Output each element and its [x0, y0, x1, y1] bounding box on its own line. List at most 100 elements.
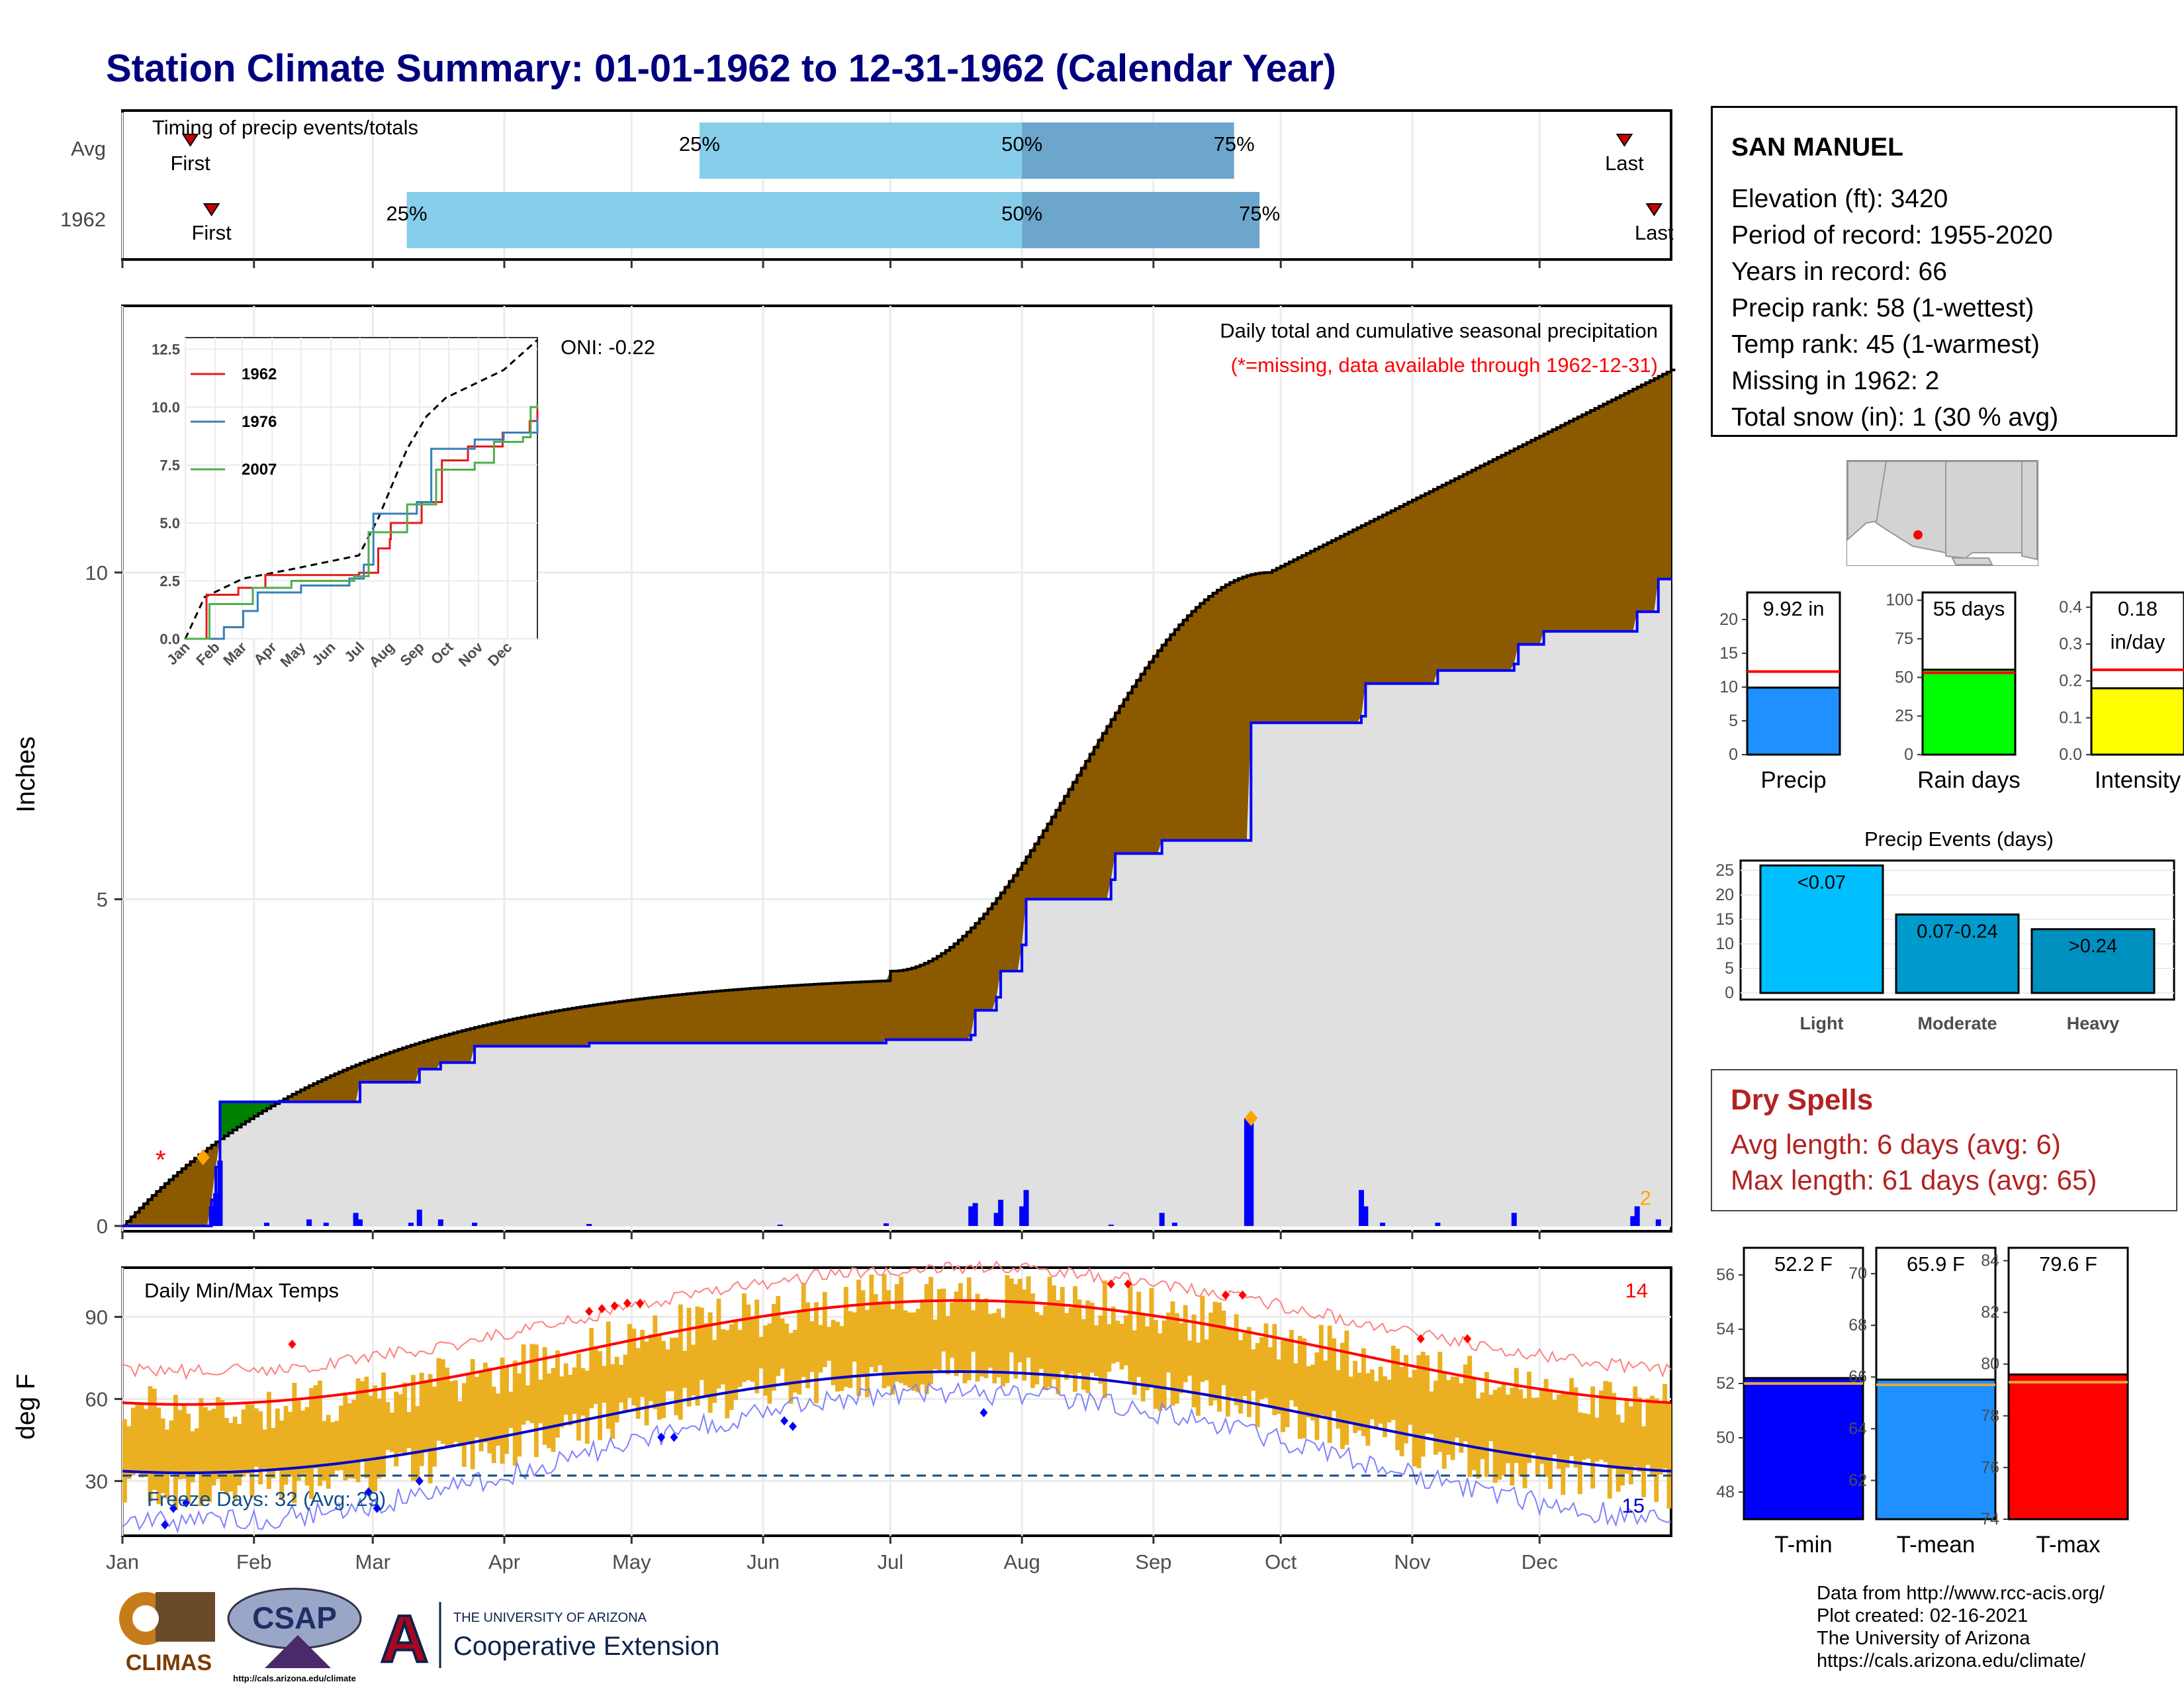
daily-temp-bar	[1081, 1319, 1086, 1390]
missing-marker: *	[156, 1145, 166, 1174]
daily-temp-bar	[377, 1398, 382, 1479]
daily-temp-bar	[1531, 1397, 1536, 1453]
timing-label: Timing of precip events/totals	[152, 116, 418, 139]
daily-temp-bar	[627, 1324, 632, 1398]
inset-xtick-label: May	[277, 638, 309, 670]
summary-ytick-label: 74	[1981, 1510, 1999, 1528]
first-event-marker	[181, 134, 199, 147]
daily-temp-bar	[406, 1412, 412, 1448]
precip-caption: Daily total and cumulative seasonal prec…	[1220, 319, 1658, 342]
missing-note: (*=missing, data available through 1962-…	[1231, 353, 1658, 377]
daily-temp-bar	[878, 1301, 883, 1366]
daily-temp-bar	[334, 1421, 340, 1471]
daily-temp-bar	[657, 1335, 662, 1420]
inset-ytick-label: 5.0	[159, 515, 180, 532]
daily-temp-bar	[1561, 1392, 1566, 1495]
daily-temp-bar	[1251, 1349, 1256, 1391]
locator-map	[1846, 460, 2038, 566]
daily-temp-bar	[1387, 1380, 1392, 1423]
record-high-marker	[1124, 1279, 1132, 1289]
daily-temp-bar	[1005, 1275, 1010, 1383]
daily-temp-bar	[1404, 1354, 1409, 1444]
summary-ytick-label: 66	[1848, 1368, 1867, 1386]
daily-temp-bar	[763, 1325, 768, 1396]
daily-temp-bar	[716, 1298, 721, 1389]
daily-temp-bar	[1153, 1319, 1158, 1409]
last-event-label: Last	[1605, 152, 1644, 175]
summary-ytick-label: 100	[1886, 591, 1913, 610]
daily-temp-bar	[224, 1417, 229, 1495]
daily-precip-bar	[968, 1206, 974, 1226]
daily-temp-bar	[1612, 1393, 1617, 1469]
daily-temp-bar	[1306, 1366, 1311, 1418]
daily-temp-bar	[954, 1291, 959, 1376]
daily-temp-bar	[482, 1362, 488, 1443]
daily-temp-bar	[1310, 1364, 1315, 1421]
daily-temp-bar	[1225, 1328, 1230, 1417]
daily-temp-bar	[457, 1401, 463, 1446]
daily-temp-bar	[1603, 1381, 1608, 1462]
record-low-marker	[780, 1416, 789, 1426]
daily-temp-bar	[428, 1374, 433, 1483]
daily-temp-bar	[678, 1304, 683, 1420]
daily-temp-bar	[780, 1318, 785, 1369]
daily-temp-bar	[992, 1313, 997, 1383]
daily-temp-bar	[682, 1350, 688, 1388]
daily-temp-bar	[292, 1383, 297, 1503]
daily-temp-bar	[1459, 1383, 1464, 1453]
daily-precip-bar	[1655, 1219, 1661, 1226]
precip-events-title: Precip Events (days)	[1864, 827, 2054, 851]
daily-temp-bar	[1052, 1285, 1056, 1380]
events-bar	[2030, 928, 2156, 994]
credit-line: The University of Arizona	[1817, 1628, 2030, 1649]
daily-temp-bar	[691, 1344, 696, 1396]
record-low-marker	[979, 1408, 988, 1418]
month-label: Sep	[1135, 1550, 1171, 1573]
climas-text: CLIMAS	[126, 1650, 212, 1675]
daily-temp-bar	[805, 1302, 811, 1389]
daily-precip-bar	[1108, 1225, 1114, 1226]
daily-temp-bar	[623, 1354, 628, 1411]
daily-temp-bar	[742, 1293, 747, 1382]
daily-temp-bar	[424, 1382, 429, 1452]
daily-temp-bar	[610, 1364, 615, 1439]
summary-bar-fill	[1746, 686, 1841, 756]
summary-ytick-label: 0.3	[2059, 635, 2082, 653]
daily-temp-bar	[296, 1400, 301, 1481]
month-label: Dec	[1522, 1550, 1558, 1573]
daily-temp-bar	[602, 1366, 607, 1403]
station-info-line: Elevation (ft): 3420	[1731, 185, 1948, 213]
daily-temp-bar	[1662, 1383, 1668, 1469]
daily-temp-bar	[436, 1358, 441, 1441]
station-info-line: Period of record: 1955-2020	[1731, 221, 2053, 250]
daily-temp-bar	[250, 1404, 255, 1497]
daily-temp-bar	[929, 1277, 933, 1385]
last-event-marker	[1615, 134, 1633, 147]
daily-temp-bar	[903, 1310, 908, 1385]
daily-temp-bar	[1043, 1305, 1048, 1390]
daily-temp-bar	[1535, 1397, 1540, 1477]
summary-bar-fill	[1921, 669, 2017, 756]
daily-temp-bar	[1174, 1313, 1179, 1404]
station-info-line: Temp rank: 45 (1-warmest)	[1731, 330, 2040, 359]
daily-temp-bar	[962, 1300, 968, 1383]
daily-temp-bar	[1527, 1372, 1531, 1464]
daily-temp-bar	[491, 1386, 496, 1464]
daily-precip-bar	[213, 1193, 219, 1226]
daily-temp-bar	[971, 1310, 976, 1352]
daily-temp-bar	[156, 1407, 161, 1505]
daily-temp-bar	[848, 1311, 853, 1388]
record-high-marker	[1221, 1290, 1230, 1300]
events-bar	[1759, 864, 1884, 994]
daily-temp-bar	[478, 1371, 484, 1452]
extreme-marker	[196, 1149, 210, 1166]
month-label: Aug	[1004, 1550, 1040, 1573]
daily-temp-bar	[975, 1293, 980, 1382]
daily-temp-bar	[343, 1392, 348, 1481]
first-event-label: First	[191, 221, 232, 244]
events-category-label: Heavy	[2067, 1013, 2120, 1033]
daily-temp-bar	[776, 1296, 781, 1376]
daily-temp-bar	[1446, 1380, 1451, 1455]
daily-temp-bar	[389, 1412, 394, 1452]
daily-temp-bar	[983, 1298, 989, 1378]
